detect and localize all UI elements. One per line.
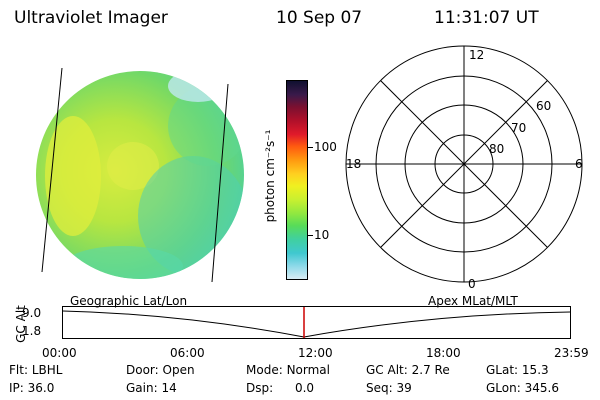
lat-label-60: 60 bbox=[536, 99, 551, 113]
meta-glon: GLon: 345.6 bbox=[486, 381, 559, 395]
colorbar-tick-label-100: 100 bbox=[314, 140, 337, 154]
time-label: 11:31:07 UT bbox=[434, 8, 539, 28]
timeline-x-tick-0: 00:00 bbox=[42, 346, 77, 360]
instrument-title: Ultraviolet Imager bbox=[14, 8, 168, 28]
meta-gc-alt: GC Alt: 2.7 Re bbox=[366, 363, 450, 377]
mlt-label-right: 6 bbox=[575, 157, 583, 171]
terminator-line-left bbox=[41, 67, 63, 273]
mlt-label-bottom: 0 bbox=[468, 277, 476, 291]
meta-seq: Seq: 39 bbox=[366, 381, 412, 395]
timeline-plot bbox=[62, 306, 571, 339]
meta-glat: GLat: 15.3 bbox=[486, 363, 549, 377]
timeline-x-tick-4: 23:59 bbox=[554, 346, 589, 360]
colorbar-tick-10 bbox=[308, 235, 313, 236]
colorbar bbox=[286, 80, 308, 280]
colorbar-gradient bbox=[287, 81, 307, 279]
meta-dsp: Dsp: 0.0 bbox=[246, 381, 315, 395]
meta-ip: IP: 36.0 bbox=[9, 381, 55, 395]
polar-diagonal-2 bbox=[380, 80, 548, 248]
date-label: 10 Sep 07 bbox=[276, 8, 363, 28]
polar-grid-plot: 12 18 6 0 60 70 80 bbox=[345, 45, 583, 291]
timeline-left-label: Geographic Lat/Lon bbox=[70, 294, 188, 308]
lat-label-80: 80 bbox=[489, 142, 504, 156]
timeline-right-label: Apex MLat/MLT bbox=[428, 294, 518, 308]
colorbar-unit-label: photon cm⁻²s⁻¹ bbox=[263, 129, 277, 223]
mlt-label-top: 12 bbox=[469, 48, 484, 62]
colorbar-tick-label-10: 10 bbox=[314, 228, 330, 242]
earth-disk-image bbox=[36, 67, 244, 283]
timeline-y-tick-top: 9.0 bbox=[22, 306, 42, 320]
meta-flt: Flt: LBHL bbox=[9, 363, 63, 377]
timeline-x-tick-2: 12:00 bbox=[298, 346, 333, 360]
timeline-y-tick-bottom: 1.8 bbox=[22, 324, 42, 338]
timeline-x-tick-3: 18:00 bbox=[426, 346, 461, 360]
timeline-x-tick-1: 06:00 bbox=[170, 346, 205, 360]
colorbar-tick-100 bbox=[308, 147, 313, 148]
altitude-curve bbox=[62, 310, 571, 338]
lat-label-70: 70 bbox=[511, 121, 526, 135]
meta-mode: Mode: Normal bbox=[246, 363, 330, 377]
meta-gain: Gain: 14 bbox=[126, 381, 177, 395]
mlt-label-left: 18 bbox=[346, 157, 361, 171]
meta-door: Door: Open bbox=[126, 363, 195, 377]
terminator-line-right bbox=[211, 83, 229, 283]
timeline-frame bbox=[62, 306, 571, 339]
